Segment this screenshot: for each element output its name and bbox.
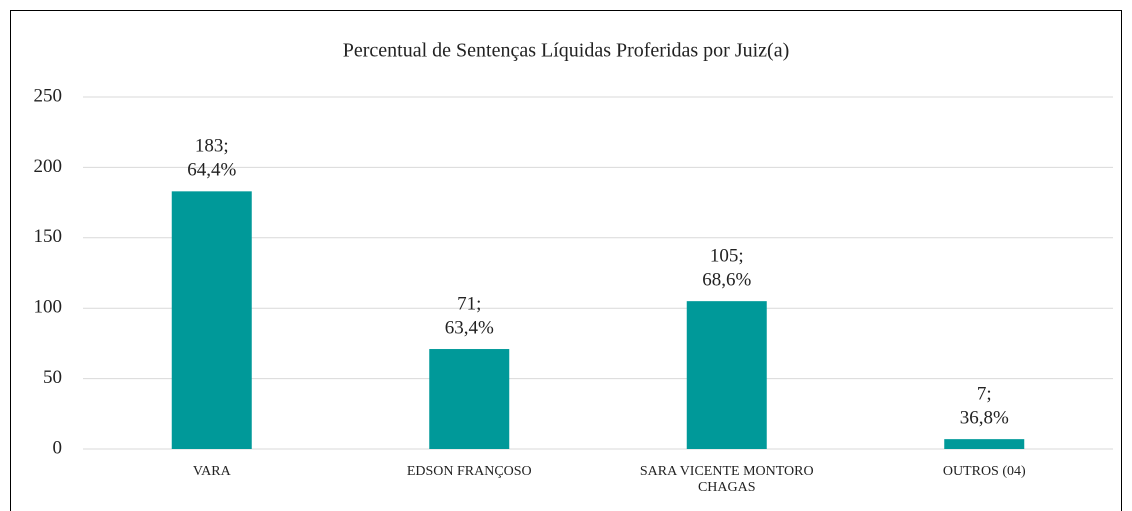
bar bbox=[429, 349, 510, 449]
bar bbox=[171, 191, 252, 449]
x-tick-label: OUTROS (04) bbox=[942, 464, 1026, 479]
x-tick-label: VARA bbox=[192, 464, 231, 479]
y-tick-label: 0 bbox=[53, 437, 63, 458]
data-label: 7; bbox=[977, 384, 992, 405]
data-label-share: 68,6% bbox=[702, 270, 751, 291]
data-label: 183; bbox=[195, 136, 229, 157]
y-tick-label: 200 bbox=[34, 156, 63, 177]
data-label-share: 64,4% bbox=[187, 160, 236, 181]
bar bbox=[944, 439, 1025, 449]
x-tick-label: EDSON FRANÇOSO bbox=[406, 464, 532, 479]
x-tick-label: SARA VICENTE MONTORO CHAGAS bbox=[639, 464, 814, 495]
chart-frame bbox=[10, 10, 1122, 511]
data-label-share: 63,4% bbox=[445, 317, 494, 338]
bar bbox=[686, 301, 767, 449]
y-tick-label: 50 bbox=[43, 367, 62, 388]
data-label-share: 36,8% bbox=[960, 408, 1009, 429]
data-label: 105; bbox=[710, 246, 744, 267]
y-tick-label: 100 bbox=[34, 297, 63, 318]
chart-title: Percentual de Sentenças Líquidas Proferi… bbox=[343, 40, 790, 62]
y-tick-label: 250 bbox=[34, 85, 63, 106]
y-tick-label: 150 bbox=[34, 226, 63, 247]
data-label: 71; bbox=[457, 293, 481, 314]
